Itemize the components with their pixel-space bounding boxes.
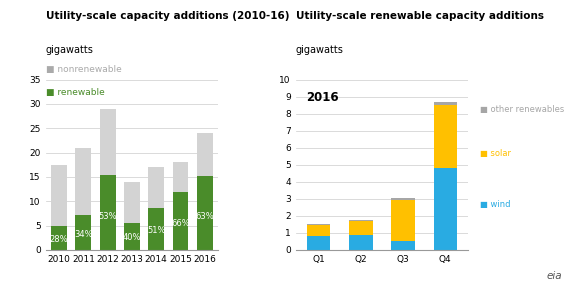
- Text: gigawatts: gigawatts: [46, 45, 94, 55]
- Bar: [100, 109, 115, 175]
- Bar: [148, 167, 164, 208]
- Text: 28%: 28%: [50, 235, 69, 244]
- Text: 40%: 40%: [123, 233, 141, 242]
- Text: eia: eia: [547, 271, 562, 281]
- Bar: [392, 198, 415, 200]
- Text: 53%: 53%: [98, 212, 117, 221]
- Text: Utility-scale renewable capacity additions: Utility-scale renewable capacity additio…: [296, 11, 544, 21]
- Bar: [307, 224, 331, 225]
- Bar: [51, 165, 67, 226]
- Bar: [172, 162, 188, 192]
- Text: ■ wind: ■ wind: [480, 200, 510, 209]
- Bar: [51, 226, 67, 250]
- Bar: [433, 105, 457, 168]
- Bar: [197, 176, 212, 250]
- Bar: [307, 236, 331, 250]
- Text: 34%: 34%: [74, 230, 93, 239]
- Bar: [433, 168, 457, 250]
- Text: gigawatts: gigawatts: [296, 45, 344, 55]
- Text: 2016: 2016: [306, 91, 339, 105]
- Bar: [307, 225, 331, 236]
- Bar: [148, 208, 164, 250]
- Text: ■ other renewables: ■ other renewables: [480, 105, 564, 114]
- Bar: [349, 235, 372, 250]
- Text: ■ solar: ■ solar: [480, 149, 510, 158]
- Text: ■ renewable: ■ renewable: [46, 88, 104, 97]
- Bar: [75, 215, 91, 250]
- Bar: [75, 148, 91, 215]
- Text: ■ nonrenewable: ■ nonrenewable: [46, 65, 122, 74]
- Text: 66%: 66%: [171, 220, 190, 228]
- Bar: [172, 192, 188, 250]
- Text: 51%: 51%: [147, 226, 166, 235]
- Bar: [124, 223, 140, 250]
- Bar: [392, 241, 415, 250]
- Bar: [433, 102, 457, 105]
- Bar: [197, 133, 212, 176]
- Bar: [100, 175, 115, 250]
- Bar: [349, 220, 372, 221]
- Bar: [349, 221, 372, 235]
- Bar: [124, 182, 140, 223]
- Text: Utility-scale capacity additions (2010-16): Utility-scale capacity additions (2010-1…: [46, 11, 289, 21]
- Text: 63%: 63%: [195, 212, 214, 221]
- Bar: [392, 200, 415, 241]
